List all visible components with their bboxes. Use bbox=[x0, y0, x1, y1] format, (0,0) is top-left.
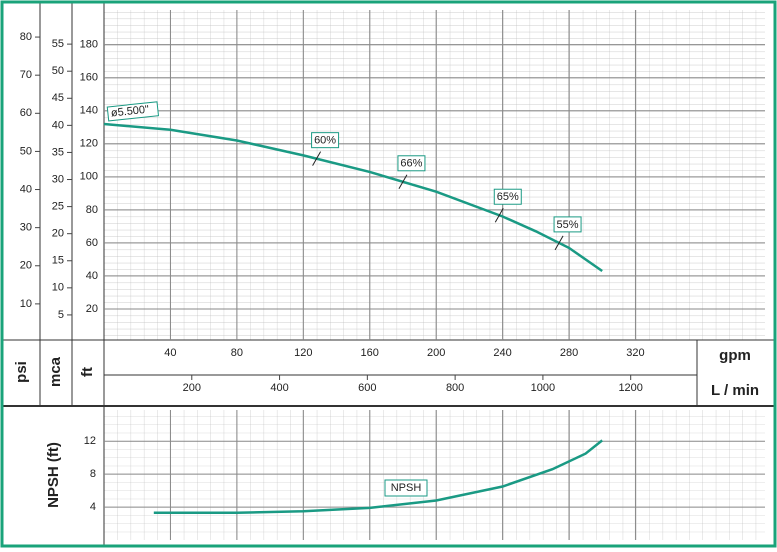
minor-grid bbox=[104, 410, 765, 540]
label-box bbox=[106, 101, 160, 122]
y-tick-label: 4 bbox=[90, 501, 96, 513]
y-tick-label: 8 bbox=[90, 468, 96, 480]
efficiency-mark bbox=[398, 174, 408, 190]
y-tick-label: 20 bbox=[86, 303, 98, 315]
x2-tick-label: 800 bbox=[446, 382, 464, 394]
y-tick-label: 40 bbox=[52, 119, 64, 131]
efficiency-label: 60% bbox=[314, 135, 336, 147]
y-tick-label: 12 bbox=[84, 435, 96, 447]
axis-title: NPSH (ft) bbox=[45, 442, 62, 508]
x2-tick-label: 1000 bbox=[531, 382, 555, 394]
y-tick-label: 55 bbox=[52, 38, 64, 50]
curve-name: NPSH bbox=[391, 482, 422, 494]
label-box bbox=[493, 188, 522, 205]
x2-tick-label: 1200 bbox=[618, 382, 642, 394]
minor-grid bbox=[104, 10, 765, 340]
x2-tick-label: 600 bbox=[358, 382, 376, 394]
y-tick-label: 30 bbox=[20, 222, 32, 234]
efficiency-mark bbox=[312, 151, 322, 166]
y-tick-label: 80 bbox=[86, 204, 98, 216]
efficiency-label: 65% bbox=[497, 191, 519, 203]
label-box bbox=[397, 155, 426, 172]
frame bbox=[2, 2, 775, 545]
y-tick-label: 40 bbox=[20, 183, 32, 195]
axis-title: ft bbox=[79, 367, 96, 377]
x-tick-label: 320 bbox=[626, 347, 644, 359]
curve bbox=[153, 439, 603, 515]
x-tick-label: 120 bbox=[294, 347, 312, 359]
y-tick-label: 10 bbox=[52, 282, 64, 294]
y-tick-label: 120 bbox=[80, 138, 98, 150]
y-tick-label: 10 bbox=[20, 298, 32, 310]
axis-title: gpm bbox=[719, 347, 751, 364]
efficiency-mark bbox=[494, 207, 504, 223]
x2-tick-label: 200 bbox=[183, 382, 201, 394]
label-box bbox=[311, 132, 340, 149]
y-tick-label: 45 bbox=[52, 92, 64, 104]
y-tick-label: 15 bbox=[52, 255, 64, 267]
y-tick-label: 70 bbox=[20, 69, 32, 81]
y-tick-label: 5 bbox=[58, 309, 64, 321]
y-tick-label: 160 bbox=[80, 72, 98, 84]
y-tick-label: 60 bbox=[20, 107, 32, 119]
curve-name: ø5.500" bbox=[110, 104, 149, 120]
x-tick-label: 80 bbox=[231, 347, 243, 359]
x-tick-label: 240 bbox=[493, 347, 511, 359]
efficiency-label: 55% bbox=[557, 219, 579, 231]
y-tick-label: 40 bbox=[86, 270, 98, 282]
x-tick-label: 200 bbox=[427, 347, 445, 359]
y-tick-label: 80 bbox=[20, 31, 32, 43]
axis-title: L / min bbox=[711, 382, 759, 399]
x-tick-label: 40 bbox=[164, 347, 176, 359]
y-tick-label: 20 bbox=[20, 260, 32, 272]
y-tick-label: 20 bbox=[52, 228, 64, 240]
y-tick-label: 30 bbox=[52, 173, 64, 185]
y-tick-label: 50 bbox=[52, 65, 64, 77]
axis-title: psi bbox=[13, 361, 30, 383]
y-tick-label: 50 bbox=[20, 145, 32, 157]
y-tick-label: 25 bbox=[52, 201, 64, 213]
y-tick-label: 140 bbox=[80, 105, 98, 117]
y-tick-label: 35 bbox=[52, 146, 64, 158]
curve-label: ø5.500" bbox=[106, 101, 160, 122]
y-tick-label: 100 bbox=[80, 171, 98, 183]
efficiency-mark bbox=[554, 235, 564, 251]
label-box bbox=[384, 479, 428, 497]
x2-tick-label: 400 bbox=[270, 382, 288, 394]
label-box bbox=[553, 216, 582, 233]
x-tick-label: 160 bbox=[361, 347, 379, 359]
y-tick-label: 180 bbox=[80, 39, 98, 51]
y-tick-label: 60 bbox=[86, 237, 98, 249]
x-tick-label: 280 bbox=[560, 347, 578, 359]
efficiency-label: 66% bbox=[400, 158, 422, 170]
axis-title: mca bbox=[47, 356, 64, 387]
